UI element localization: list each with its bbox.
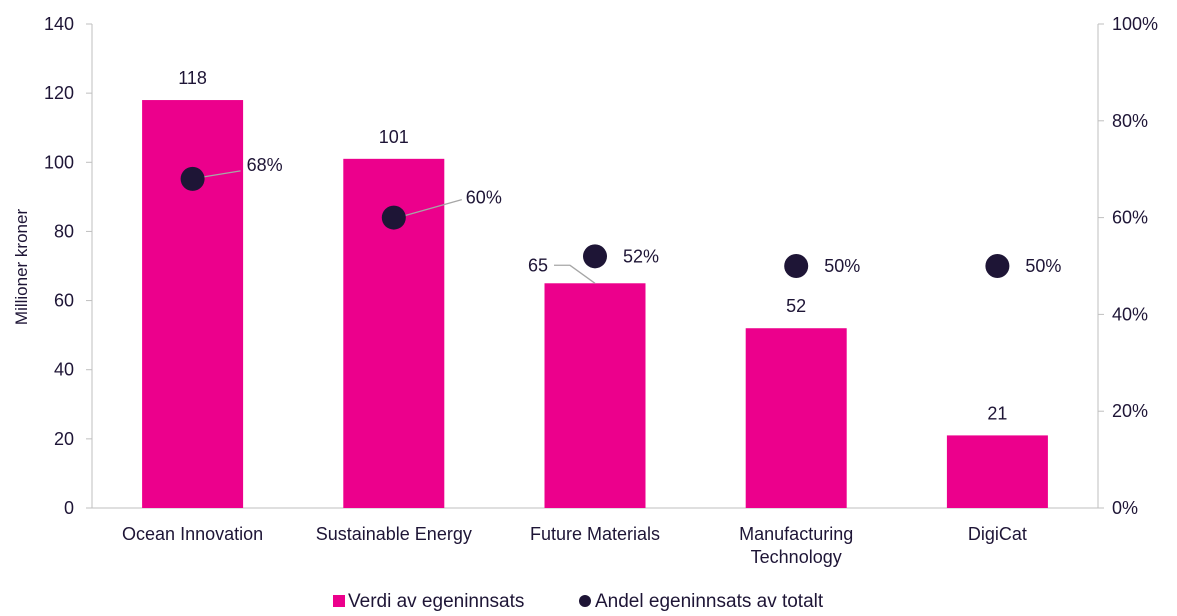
bar-value-label: 21 (987, 403, 1007, 423)
left-tick-label: 100 (44, 152, 74, 172)
left-y-axis: 0 20 40 60 80 100 120 140 (44, 14, 93, 518)
dot (381, 205, 406, 230)
legend: Verdi av egeninnsats Andel egeninnsats av… (333, 591, 824, 612)
left-tick-label: 140 (44, 14, 74, 34)
bar (745, 328, 847, 508)
right-tick-label: 80% (1112, 111, 1148, 131)
leader-line (554, 264, 596, 284)
left-tick-label: 0 (64, 498, 74, 518)
left-tick-label: 80 (54, 221, 74, 241)
right-tick-label: 0% (1112, 498, 1138, 518)
dot-value-label: 60% (466, 188, 502, 208)
bar (544, 283, 646, 508)
x-axis: Ocean Innovation Sustainable Energy Future… (92, 507, 1098, 567)
dot-value-label: 50% (1025, 256, 1061, 276)
legend-label-bar: Verdi av egeninnsats (348, 591, 524, 612)
legend-label-dot: Andel egeninnsats av totalt (595, 591, 824, 612)
y-axis-title: Millioner kroner (12, 209, 31, 326)
right-tick-label: 40% (1112, 304, 1148, 324)
right-y-axis: 0% 20% 40% 60% 80% 100% (1097, 14, 1158, 518)
dot (180, 166, 205, 191)
category-label: Manufacturing Technology (739, 524, 853, 567)
right-tick-label: 100% (1112, 14, 1158, 34)
dot (784, 254, 809, 278)
bar-value-label: 65 (528, 255, 548, 275)
legend-swatch-bar (333, 595, 345, 607)
bar-value-label: 52 (786, 296, 806, 316)
dot (985, 254, 1010, 278)
category-label: Future Materials (530, 524, 660, 544)
legend-swatch-dot (579, 595, 591, 607)
dot-value-label: 50% (824, 256, 860, 276)
dot-series: 68% 60% 52% 50% 50% (180, 155, 1061, 278)
bar-value-label: 118 (178, 68, 207, 88)
bar (142, 100, 244, 509)
left-tick-label: 60 (54, 291, 74, 311)
bar-series: 118 101 65 52 21 (142, 68, 1048, 509)
dot-value-label: 68% (247, 155, 283, 175)
left-tick-label: 20 (54, 429, 74, 449)
bar-value-label: 101 (379, 127, 409, 147)
category-label: DigiCat (968, 524, 1027, 544)
left-tick-label: 120 (44, 83, 74, 103)
category-label: Sustainable Energy (316, 524, 472, 544)
right-tick-label: 60% (1112, 208, 1148, 228)
dot-value-label: 52% (623, 246, 659, 266)
left-tick-label: 40 (54, 360, 74, 380)
dot (583, 244, 607, 269)
bar (946, 435, 1048, 508)
category-label: Ocean Innovation (122, 524, 263, 544)
right-tick-label: 20% (1112, 401, 1148, 421)
